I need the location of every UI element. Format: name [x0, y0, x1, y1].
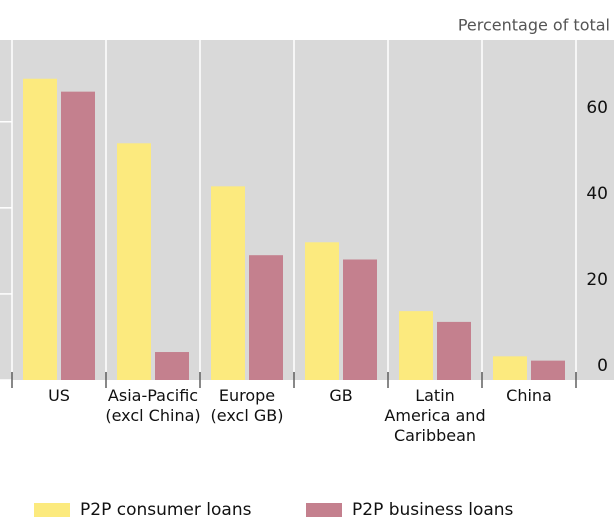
x-tick-label: GB — [329, 386, 353, 405]
bar — [155, 352, 189, 380]
y-tick-label: 0 — [597, 356, 608, 376]
y-axis-label: Percentage of total — [458, 16, 610, 35]
bar — [305, 242, 339, 380]
bar — [343, 259, 377, 380]
bar — [23, 78, 57, 380]
legend-label: P2P consumer loans — [80, 500, 252, 518]
bar — [493, 356, 527, 380]
legend-swatch — [34, 503, 70, 517]
x-tick-label: Europe (excl GB) — [210, 386, 284, 425]
bar — [61, 91, 95, 380]
y-tick-label: 20 — [586, 270, 608, 290]
x-tick-label: China — [506, 386, 552, 405]
legend-swatch — [306, 503, 342, 517]
legend-label: P2P business loans — [352, 500, 514, 518]
x-tick-label: US — [48, 386, 70, 405]
x-tick-label: Latin America and Caribbean — [384, 386, 486, 445]
bar — [211, 186, 245, 380]
bar — [249, 255, 283, 380]
y-tick-label: 40 — [586, 184, 608, 204]
y-tick-label: 60 — [586, 98, 608, 118]
bar — [399, 311, 433, 380]
x-tick-label: Asia-Pacific (excl China) — [105, 386, 201, 425]
bar — [437, 321, 471, 380]
bar — [531, 360, 565, 380]
bar — [117, 143, 151, 380]
